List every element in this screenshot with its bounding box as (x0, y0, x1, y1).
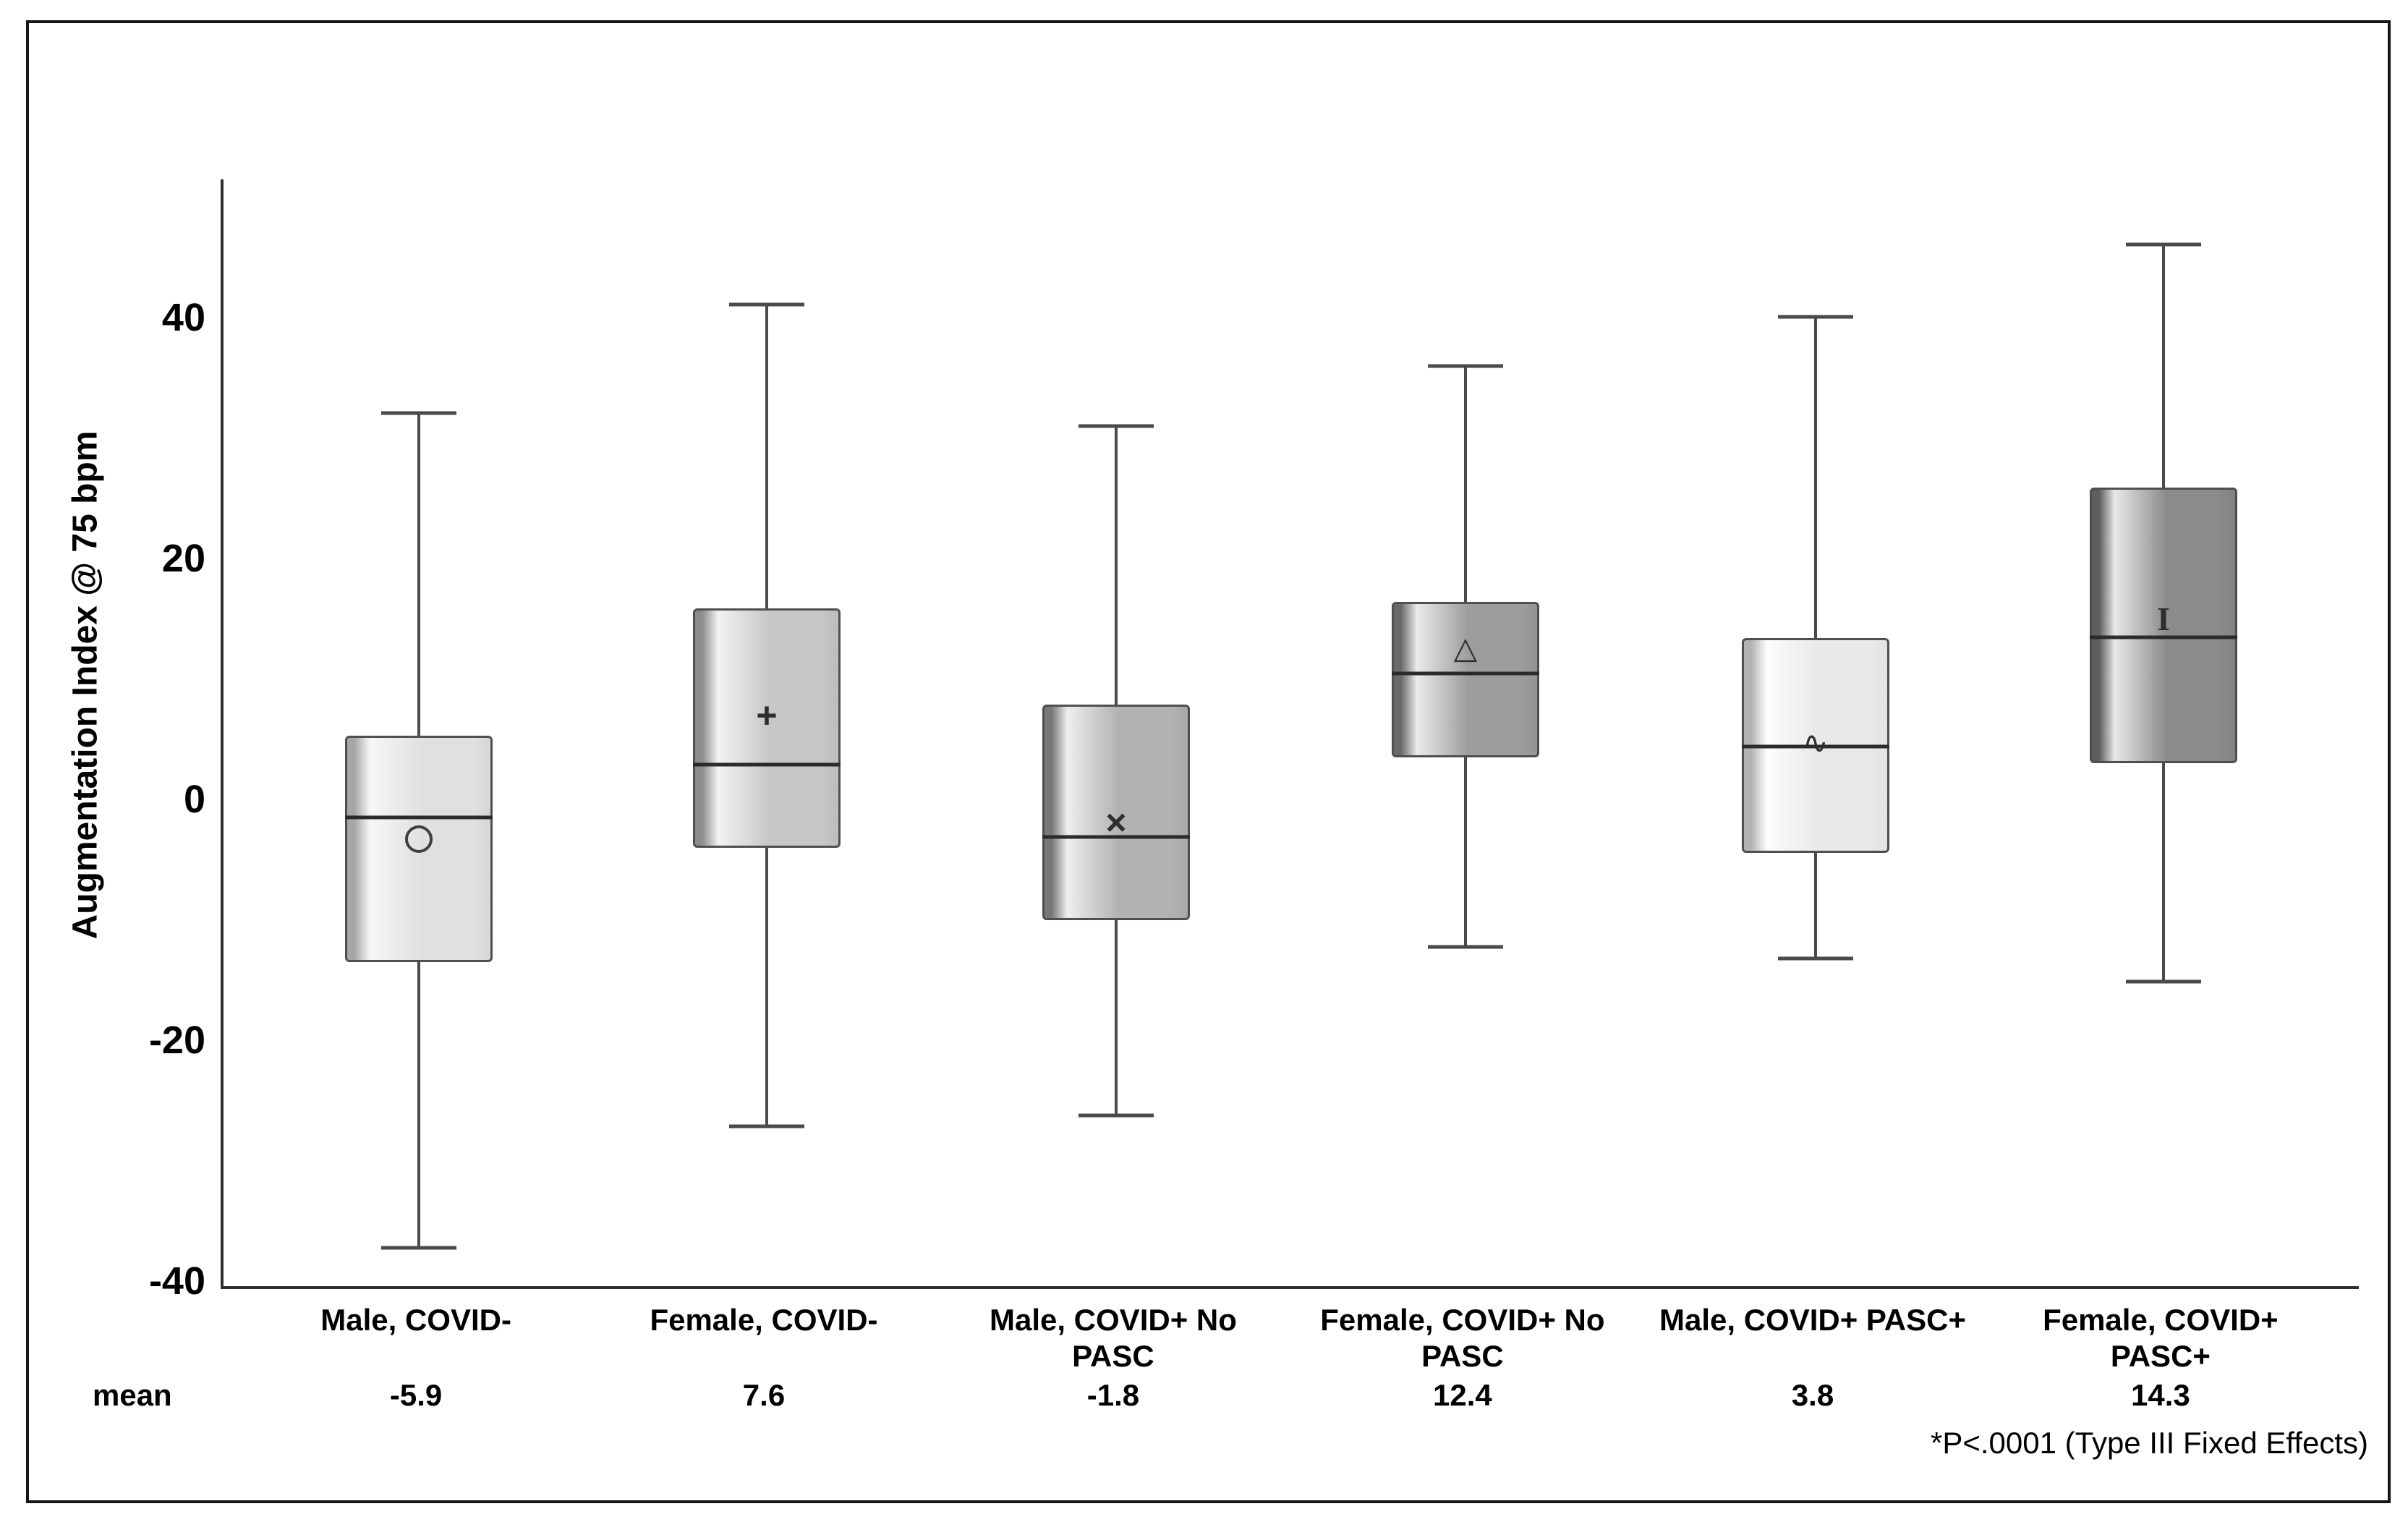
median-line (1742, 744, 1889, 749)
category-label: Female, COVID- (650, 1303, 878, 1337)
y-tick-label: -20 (148, 1019, 205, 1063)
figure-border (26, 20, 2391, 1503)
lower-whisker-cap (2125, 979, 2201, 984)
upper-whisker-cap (2125, 242, 2201, 247)
upper-whisker-line (1463, 366, 1467, 603)
median-line (345, 815, 493, 820)
lower-whisker-cap (381, 1246, 457, 1250)
mean-marker-ibeam-icon: I (2156, 600, 2170, 637)
mean-marker-plus-icon: + (756, 694, 778, 736)
upper-whisker-line (1114, 426, 1118, 705)
iqr-box (692, 608, 841, 848)
lower-whisker-line (417, 962, 421, 1248)
mean-marker-triangle-icon: △ (1453, 630, 1478, 665)
upper-whisker-line (417, 412, 421, 736)
lower-whisker-line (1463, 757, 1467, 947)
y-tick-label: 0 (183, 778, 205, 822)
upper-whisker-cap (1778, 315, 1853, 319)
iqr-box (2089, 488, 2237, 764)
mean-value: 3.8 (1791, 1378, 1834, 1412)
y-axis-title: Augmentation Index @ 75 bpm (66, 430, 105, 940)
lower-whisker-line (2161, 763, 2165, 982)
upper-whisker-line (1814, 316, 1817, 639)
lower-whisker-cap (1778, 956, 1853, 961)
category-label: Female, COVID+ No PASC (1320, 1303, 1605, 1373)
lower-whisker-cap (1078, 1113, 1154, 1118)
y-tick-label: 20 (161, 537, 205, 581)
mean-value: -1.8 (1086, 1378, 1140, 1412)
median-line (1042, 835, 1190, 839)
lower-whisker-line (1114, 919, 1118, 1115)
upper-whisker-cap (381, 411, 457, 415)
mean-marker-wave-icon: ∿ (1803, 726, 1829, 760)
iqr-box (1042, 704, 1190, 920)
upper-whisker-line (2161, 244, 2165, 488)
lower-whisker-cap (1427, 945, 1503, 948)
plot-area: + × △ ∿ I (221, 179, 2359, 1289)
upper-whisker-line (765, 305, 768, 608)
mean-value: -5.9 (389, 1378, 443, 1412)
mean-marker-circle-icon (405, 825, 433, 854)
upper-whisker-cap (1078, 424, 1154, 428)
mean-value: 14.3 (2131, 1378, 2190, 1412)
median-line (692, 762, 841, 767)
upper-whisker-cap (728, 302, 804, 307)
median-line (2089, 635, 2237, 639)
category-label: Male, COVID+ No PASC (989, 1303, 1237, 1373)
mean-marker-x-icon: × (1105, 802, 1127, 843)
lower-whisker-line (765, 847, 768, 1126)
lower-whisker-line (1814, 852, 1817, 959)
category-label: Female, COVID+ PASC+ (2043, 1303, 2279, 1373)
lower-whisker-cap (728, 1124, 804, 1128)
upper-whisker-cap (1427, 364, 1503, 368)
mean-row-label: mean (93, 1378, 172, 1412)
median-line (1391, 671, 1539, 676)
mean-value: 12.4 (1433, 1378, 1492, 1412)
mean-value: 7.6 (742, 1378, 786, 1412)
iqr-box (1391, 602, 1539, 758)
category-label: Male, COVID+ PASC+ (1659, 1303, 1967, 1337)
significance-footnote: *P<.0001 (Type III Fixed Effects) (1930, 1426, 2368, 1460)
y-tick-label: -40 (148, 1259, 205, 1304)
y-tick-label: 40 (161, 296, 205, 340)
category-label: Male, COVID- (320, 1303, 511, 1337)
